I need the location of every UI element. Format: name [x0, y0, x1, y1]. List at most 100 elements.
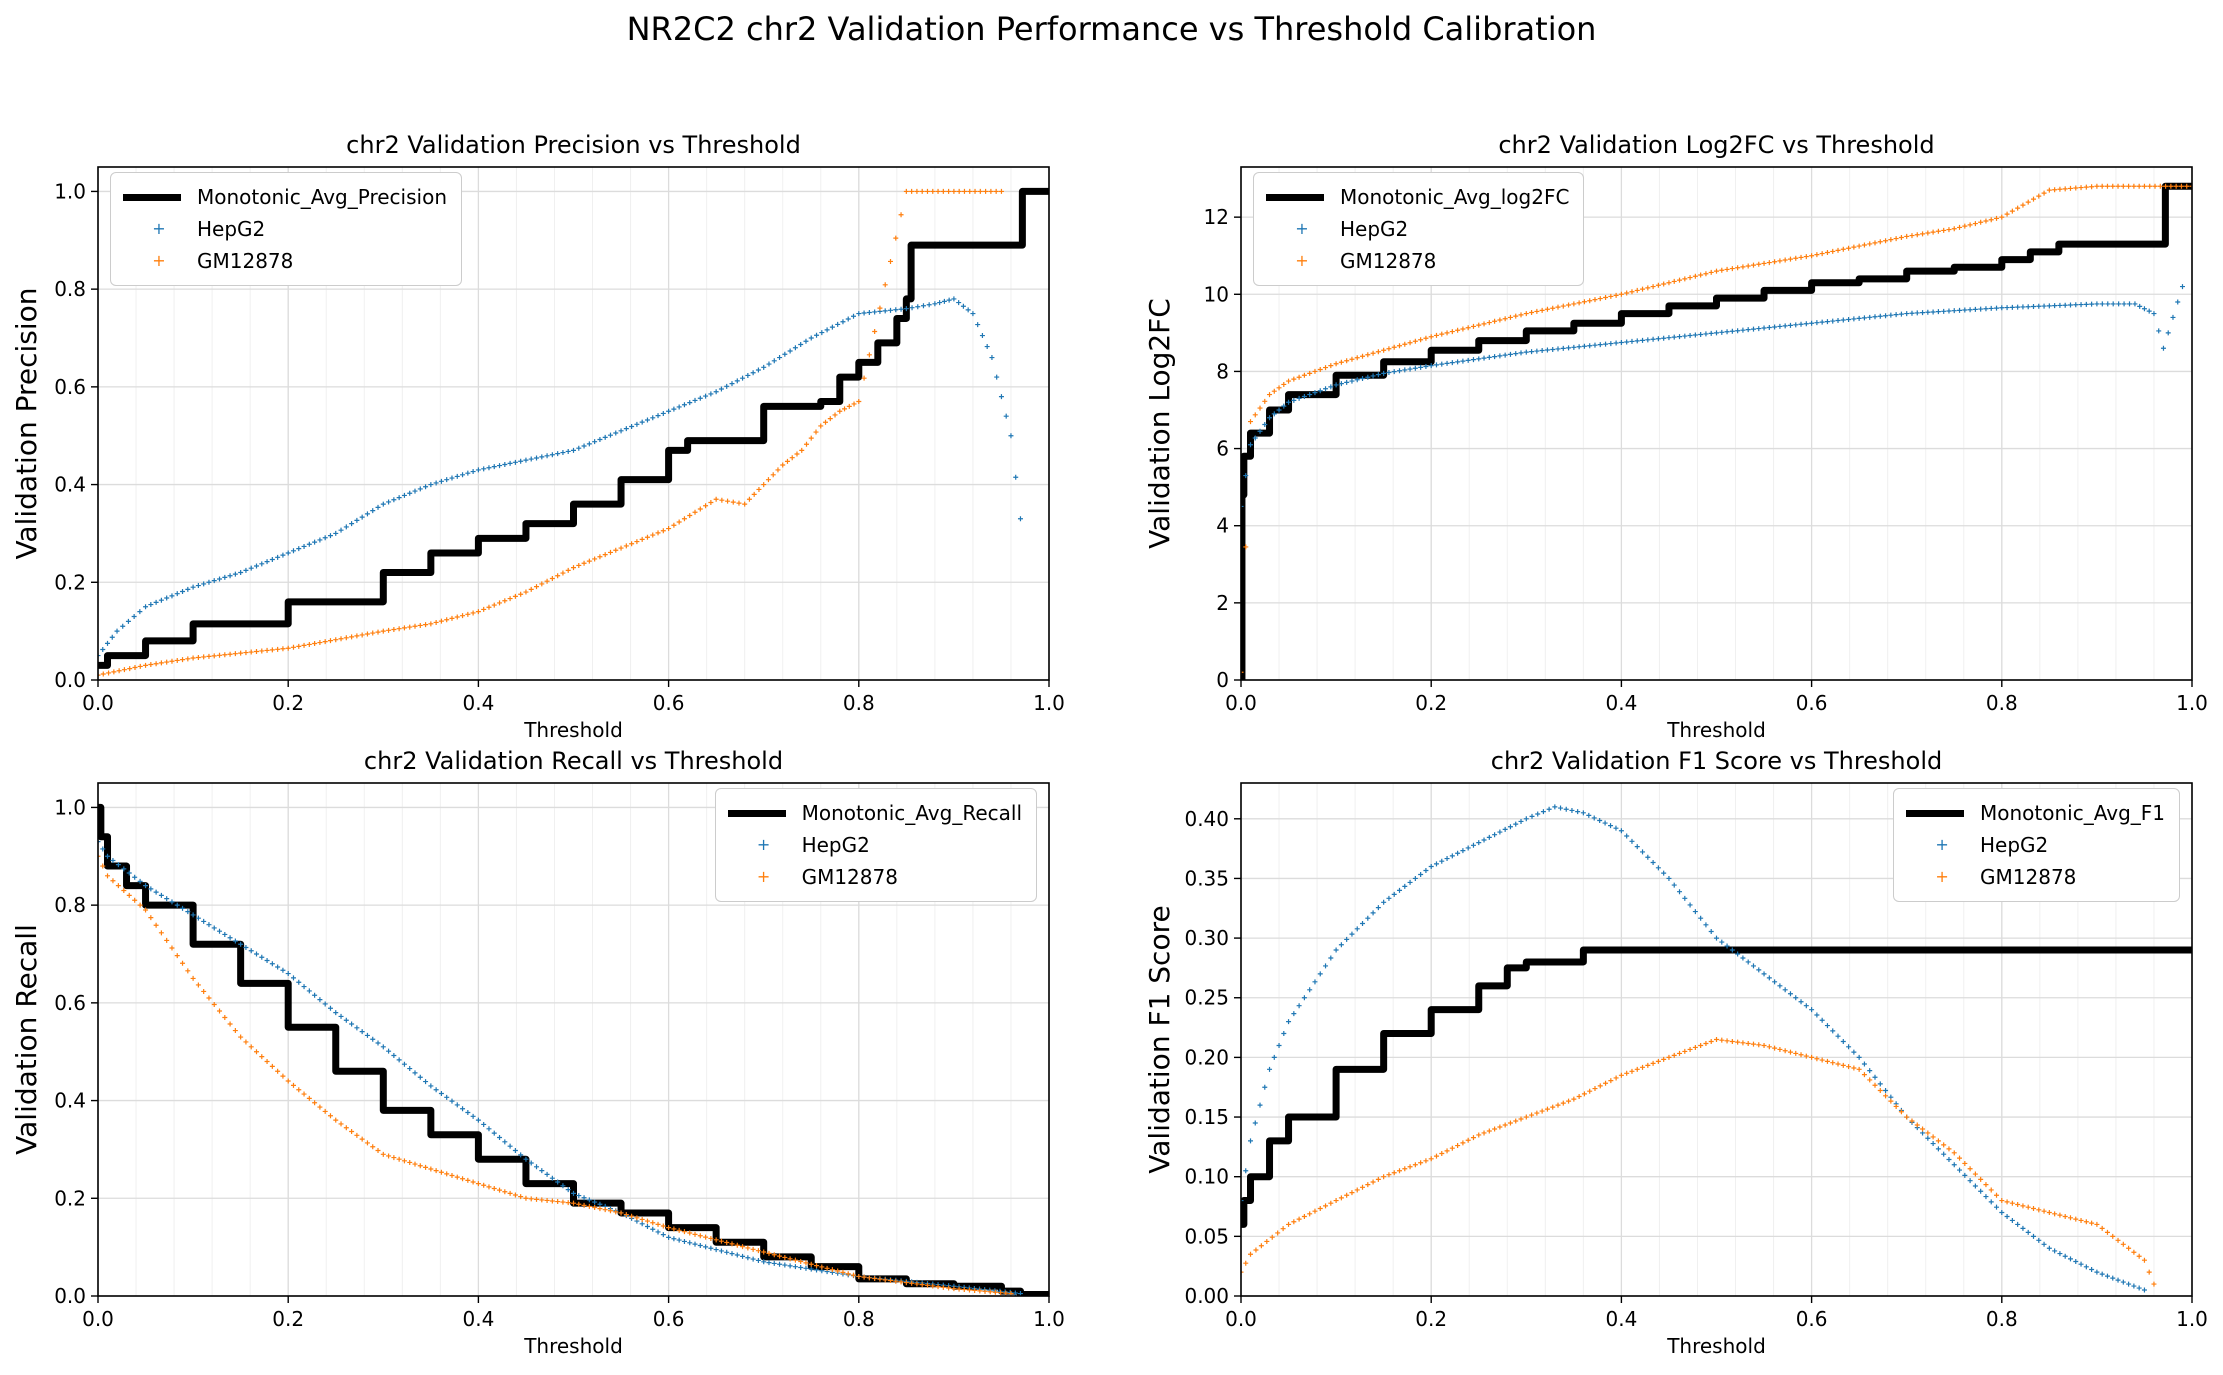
data-point	[832, 412, 838, 418]
data-point	[1677, 334, 1683, 340]
data-point	[1962, 307, 1968, 313]
data-point	[893, 307, 899, 313]
data-point	[681, 516, 687, 522]
data-point	[1465, 357, 1471, 363]
data-point	[1546, 806, 1552, 812]
data-point	[1740, 1040, 1746, 1046]
data-point	[1597, 817, 1603, 823]
data-point	[1602, 820, 1608, 826]
y-tick-label: 0.8	[54, 893, 86, 917]
data-point	[206, 922, 212, 928]
legend-swatch: +	[756, 867, 771, 886]
x-tick-label: 0.0	[1225, 691, 1257, 715]
data-point	[1301, 394, 1307, 399]
data-point	[338, 527, 344, 533]
data-point	[798, 1259, 804, 1265]
y-tick-label: 2	[1216, 591, 1229, 615]
data-point	[407, 624, 413, 630]
data-point	[2104, 183, 2110, 189]
data-point	[1999, 1209, 2005, 1215]
x-tick-label: 0.4	[462, 1307, 494, 1331]
data-point	[153, 599, 159, 605]
data-point	[1354, 1187, 1360, 1193]
data-point	[259, 561, 265, 567]
data-point	[1013, 474, 1019, 480]
data-point	[497, 1134, 503, 1140]
data-point	[238, 650, 244, 656]
series-line-0	[1241, 182, 2192, 680]
series-hepg2	[1241, 804, 2147, 1293]
data-point	[740, 1244, 746, 1250]
data-point	[1328, 955, 1334, 961]
data-point	[687, 400, 693, 406]
data-point	[1877, 313, 1883, 319]
data-point	[671, 522, 677, 528]
data-point	[851, 1272, 857, 1278]
data-point	[2104, 1273, 2110, 1279]
data-point	[481, 1121, 487, 1127]
data-point	[518, 591, 524, 597]
data-point	[454, 1102, 460, 1108]
data-point	[1972, 1183, 1978, 1189]
data-point	[1540, 809, 1546, 815]
data-point	[375, 504, 381, 510]
data-point	[391, 627, 397, 633]
data-point	[465, 611, 471, 617]
data-point	[1513, 1118, 1519, 1124]
data-point	[1877, 1088, 1883, 1094]
x-axis-label: Threshold	[1666, 718, 1766, 742]
data-point	[1920, 1126, 1926, 1132]
data-point	[1846, 316, 1852, 322]
data-point	[1317, 388, 1323, 394]
data-point	[460, 1176, 466, 1182]
data-point	[2175, 299, 2181, 305]
data-point	[1433, 362, 1439, 368]
data-point	[502, 1139, 508, 1145]
legend-swatch: +	[1935, 835, 1949, 854]
data-point	[2009, 1200, 2015, 1206]
data-point	[592, 439, 598, 445]
data-point	[703, 503, 709, 509]
data-point	[1428, 864, 1434, 870]
data-point	[2132, 301, 2138, 307]
data-point	[1661, 870, 1667, 876]
data-point	[777, 1261, 783, 1267]
data-point	[2146, 1269, 2152, 1275]
legend-label: GM12878	[801, 865, 898, 889]
data-point	[1312, 390, 1318, 396]
data-point	[1269, 1234, 1275, 1240]
y-tick-label: 0.40	[1184, 807, 1229, 831]
legend-label: GM12878	[1980, 865, 2077, 889]
data-point	[280, 552, 286, 558]
data-point	[164, 659, 170, 665]
data-point	[1930, 229, 1936, 235]
data-point	[1846, 1044, 1852, 1050]
data-point	[259, 648, 265, 654]
data-point	[491, 464, 497, 470]
data-point	[666, 1234, 672, 1240]
data-point	[185, 586, 191, 592]
data-point	[1412, 365, 1418, 371]
data-point	[1809, 320, 1815, 326]
data-point	[2052, 1211, 2058, 1217]
data-point	[746, 496, 752, 502]
data-point	[343, 1125, 349, 1131]
data-point	[1978, 1188, 1984, 1194]
data-point	[433, 480, 439, 486]
data-point	[327, 638, 333, 644]
data-point	[1787, 256, 1793, 262]
data-point	[644, 1224, 650, 1230]
data-point	[818, 423, 824, 429]
data-point	[1492, 1126, 1498, 1132]
data-point	[1888, 312, 1894, 318]
legend-label: Monotonic_Avg_Recall	[801, 801, 1022, 825]
data-point	[2046, 1209, 2052, 1215]
data-point	[676, 404, 682, 410]
data-point	[734, 1252, 740, 1258]
data-point	[861, 375, 867, 381]
data-point	[676, 1227, 682, 1233]
data-point	[1925, 309, 1931, 315]
data-point	[644, 1218, 650, 1224]
data-point	[1333, 382, 1339, 388]
data-point	[1935, 228, 1941, 234]
